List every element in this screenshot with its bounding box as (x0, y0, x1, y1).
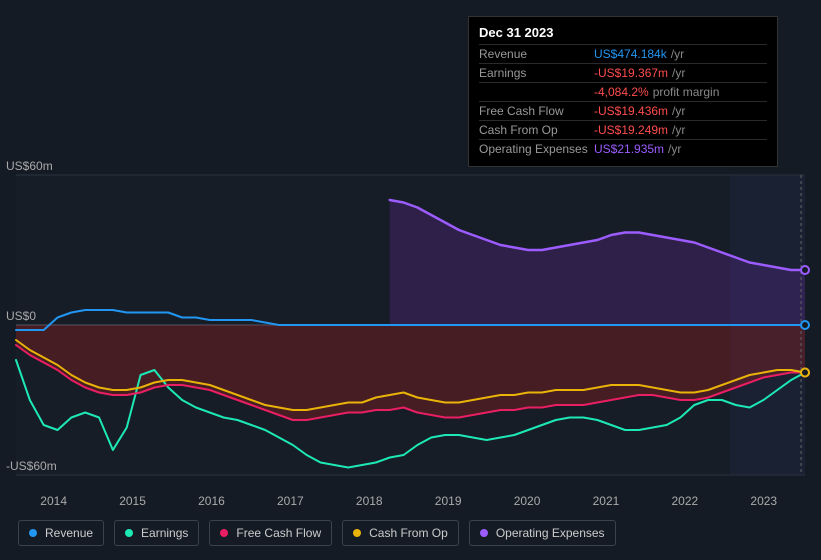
legend-item-revenue[interactable]: Revenue (18, 520, 104, 546)
legend-item-cash-from-op[interactable]: Cash From Op (342, 520, 459, 546)
legend-item-free-cash-flow[interactable]: Free Cash Flow (209, 520, 332, 546)
x-axis-label: 2023 (750, 494, 777, 508)
legend-dot-icon (125, 529, 133, 537)
legend-dot-icon (480, 529, 488, 537)
legend-label: Operating Expenses (496, 526, 605, 540)
x-axis-label: 2021 (593, 494, 620, 508)
x-axis-label: 2016 (198, 494, 225, 508)
y-axis-label: US$0 (6, 309, 36, 323)
legend-item-operating-expenses[interactable]: Operating Expenses (469, 520, 616, 546)
y-axis-label: US$60m (6, 159, 53, 173)
x-axis-labels: 2014 2015 2016 2017 2018 2019 2020 2021 2022 2023 (16, 494, 805, 510)
legend-label: Earnings (141, 526, 188, 540)
legend-label: Revenue (45, 526, 93, 540)
x-axis-label: 2020 (514, 494, 541, 508)
x-axis-label: 2017 (277, 494, 304, 508)
financial-chart (0, 0, 821, 560)
y-axis-label: -US$60m (6, 459, 57, 473)
x-axis-label: 2019 (435, 494, 462, 508)
legend-dot-icon (353, 529, 361, 537)
x-axis-label: 2014 (40, 494, 67, 508)
legend-label: Free Cash Flow (236, 526, 321, 540)
x-axis-label: 2018 (356, 494, 383, 508)
legend-item-earnings[interactable]: Earnings (114, 520, 199, 546)
x-axis-label: 2015 (119, 494, 146, 508)
legend-label: Cash From Op (369, 526, 448, 540)
legend-dot-icon (29, 529, 37, 537)
legend-dot-icon (220, 529, 228, 537)
chart-legend: Revenue Earnings Free Cash Flow Cash From O… (18, 520, 616, 546)
x-axis-label: 2022 (672, 494, 699, 508)
